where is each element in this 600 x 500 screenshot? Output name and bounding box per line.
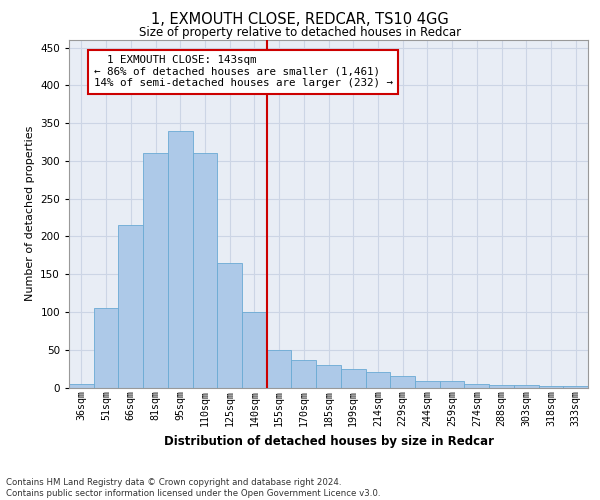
Bar [489, 385, 514, 388]
Bar [514, 385, 539, 388]
Text: 1, EXMOUTH CLOSE, REDCAR, TS10 4GG: 1, EXMOUTH CLOSE, REDCAR, TS10 4GG [151, 12, 449, 28]
Bar [118, 225, 143, 388]
X-axis label: Distribution of detached houses by size in Redcar: Distribution of detached houses by size … [163, 434, 493, 448]
Bar [390, 376, 415, 388]
Bar [69, 384, 94, 388]
Bar [464, 384, 489, 388]
Y-axis label: Number of detached properties: Number of detached properties [25, 126, 35, 302]
Bar [415, 382, 440, 388]
Bar [168, 130, 193, 388]
Bar [440, 382, 464, 388]
Bar [341, 368, 365, 388]
Bar [316, 365, 341, 388]
Bar [143, 154, 168, 388]
Bar [94, 308, 118, 388]
Bar [193, 154, 217, 388]
Text: Size of property relative to detached houses in Redcar: Size of property relative to detached ho… [139, 26, 461, 39]
Bar [292, 360, 316, 388]
Bar [242, 312, 267, 388]
Bar [539, 386, 563, 388]
Bar [365, 372, 390, 388]
Bar [563, 386, 588, 388]
Bar [217, 263, 242, 388]
Text: Contains HM Land Registry data © Crown copyright and database right 2024.
Contai: Contains HM Land Registry data © Crown c… [6, 478, 380, 498]
Bar [267, 350, 292, 388]
Text: 1 EXMOUTH CLOSE: 143sqm
← 86% of detached houses are smaller (1,461)
14% of semi: 1 EXMOUTH CLOSE: 143sqm ← 86% of detache… [94, 55, 393, 88]
